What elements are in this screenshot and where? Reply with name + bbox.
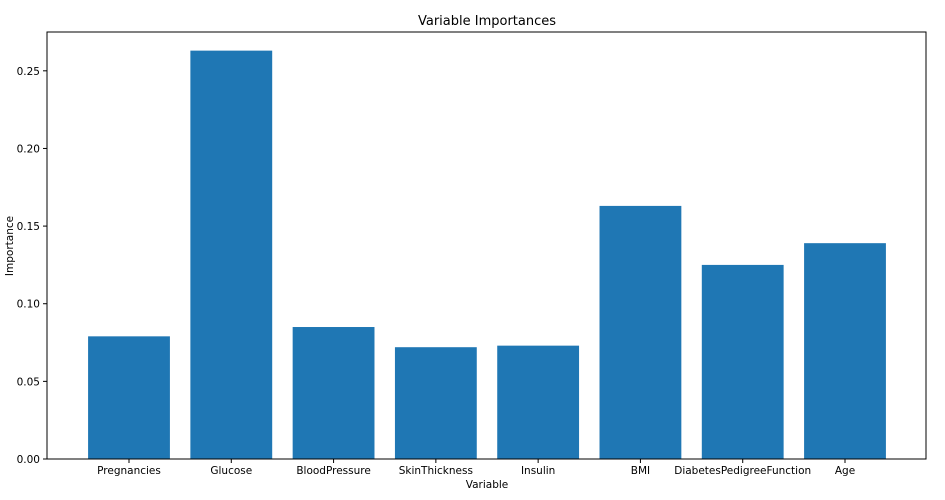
bars-group — [88, 50, 886, 460]
plot-frame — [46, 31, 927, 460]
y-tick-label: 0.10 — [17, 299, 40, 311]
y-axis-label: Importance — [4, 216, 16, 276]
x-tick-label: DiabetesPedigreeFunction — [674, 465, 811, 477]
x-tick-label: BloodPressure — [296, 465, 370, 477]
y-tick-label: 0.20 — [17, 143, 40, 155]
y-tick-label: 0.25 — [17, 66, 40, 78]
y-tick-label: 0.00 — [17, 454, 40, 466]
y-tick-label: 0.15 — [17, 221, 40, 233]
x-tick-label: Glucose — [210, 465, 252, 477]
bar-age — [804, 243, 886, 459]
bar-skinthickness — [394, 347, 477, 459]
y-axis-ticks: 0.00 0.05 0.10 0.15 0.20 0.25 — [17, 66, 47, 466]
x-tick-label: Insulin — [521, 465, 555, 477]
x-tick-label: Pregnancies — [97, 465, 161, 477]
bar-insulin — [497, 345, 580, 459]
x-tick-label: SkinThickness — [399, 465, 473, 477]
x-axis-ticks: Pregnancies Glucose BloodPressure SkinThick… — [97, 459, 855, 477]
bar-bmi — [599, 205, 682, 459]
y-tick-label: 0.05 — [17, 376, 40, 388]
x-tick-label: Age — [835, 465, 855, 477]
x-tick-label: BMI — [631, 465, 650, 477]
bar-glucose — [190, 50, 273, 460]
bar-bloodpressure — [292, 327, 375, 459]
chart-title: Variable Importances — [418, 14, 556, 29]
x-axis-label: Variable — [466, 479, 509, 491]
bar-diabetespedigreefunction — [701, 264, 784, 459]
bar-pregnancies — [88, 336, 170, 459]
